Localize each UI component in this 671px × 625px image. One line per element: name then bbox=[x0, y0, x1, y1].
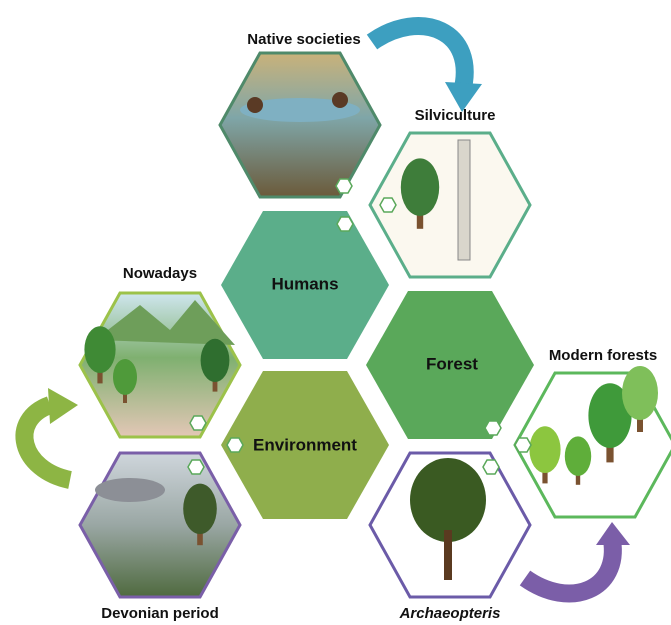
node-label: Nowadays bbox=[123, 265, 197, 282]
arrow-head bbox=[48, 388, 78, 424]
node-label: Devonian period bbox=[101, 605, 219, 622]
hex-icon bbox=[336, 179, 352, 193]
cycle-arrow bbox=[24, 405, 70, 480]
diagram: Native societies Silviculture Humans For… bbox=[0, 0, 671, 625]
hex-icon bbox=[380, 198, 396, 212]
tree-crown bbox=[622, 366, 658, 420]
node-label: Forest bbox=[426, 354, 478, 373]
cycle-arrow bbox=[372, 26, 465, 92]
tree-crown bbox=[183, 484, 217, 534]
hex-icon bbox=[485, 421, 501, 435]
hex-icon bbox=[190, 416, 206, 430]
fern-tree bbox=[410, 458, 486, 542]
node-label: Humans bbox=[271, 274, 338, 293]
cycle-arrow bbox=[525, 540, 613, 593]
node-label: Silviculture bbox=[415, 107, 496, 124]
tree-crown bbox=[84, 326, 115, 373]
hex-icon bbox=[515, 438, 531, 452]
figure bbox=[332, 92, 348, 108]
volcano-smoke bbox=[95, 478, 165, 502]
tree-crown bbox=[401, 158, 439, 216]
node-label: Environment bbox=[253, 435, 357, 454]
picture-hexagon bbox=[220, 53, 380, 197]
hex-icon bbox=[483, 460, 499, 474]
hex-icon bbox=[227, 438, 243, 452]
figure bbox=[247, 97, 263, 113]
node-label: Archaeopteris bbox=[399, 605, 501, 622]
hexagons bbox=[80, 53, 671, 597]
tree-crown bbox=[113, 359, 137, 395]
tree-crown bbox=[565, 436, 591, 476]
picture-hexagon bbox=[80, 453, 240, 597]
hex-icon bbox=[188, 460, 204, 474]
trunk bbox=[444, 530, 452, 580]
node-label: Native societies bbox=[247, 31, 360, 48]
node-label: Modern forests bbox=[549, 347, 657, 364]
tree-crown bbox=[201, 339, 230, 382]
snag bbox=[458, 140, 470, 260]
tree-crown bbox=[529, 426, 560, 473]
hex-icon bbox=[337, 217, 353, 231]
arrow-head bbox=[596, 522, 630, 545]
